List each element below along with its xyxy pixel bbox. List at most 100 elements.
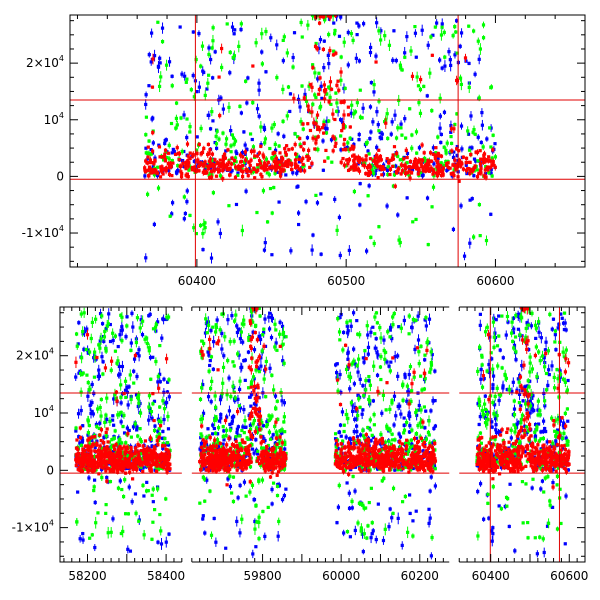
data-point — [157, 143, 161, 147]
data-point — [206, 113, 210, 118]
data-point — [179, 170, 183, 174]
data-point — [415, 75, 419, 79]
data-point — [241, 340, 245, 344]
data-point — [222, 354, 226, 358]
data-point — [270, 253, 274, 257]
data-point — [280, 497, 285, 502]
data-point — [449, 130, 453, 134]
data-point — [151, 500, 155, 504]
data-point — [448, 166, 452, 170]
data-point — [402, 157, 406, 161]
data-point — [489, 159, 493, 163]
data-point — [153, 159, 157, 163]
data-point — [355, 101, 359, 105]
data-point — [249, 149, 254, 154]
data-point — [243, 143, 247, 147]
data-point — [369, 439, 373, 443]
data-point — [136, 404, 140, 409]
data-point — [319, 84, 323, 88]
data-point — [219, 162, 224, 166]
data-point — [324, 88, 328, 92]
data-point — [481, 145, 485, 149]
data-point — [217, 137, 221, 141]
data-point — [377, 159, 381, 163]
data-point — [324, 148, 328, 153]
data-point — [379, 137, 384, 141]
data-point — [156, 165, 160, 169]
data-point — [230, 419, 235, 423]
data-point — [361, 408, 365, 412]
data-point — [306, 122, 310, 126]
data-point — [296, 97, 301, 101]
data-point — [413, 347, 417, 352]
data-point — [130, 500, 134, 504]
data-point — [314, 193, 318, 197]
data-point — [423, 426, 427, 430]
data-point — [453, 158, 457, 162]
data-point — [196, 160, 200, 164]
data-point — [352, 142, 356, 147]
data-point — [457, 158, 462, 163]
data-point — [280, 324, 285, 328]
data-point — [268, 186, 273, 191]
data-point — [412, 162, 416, 167]
data-point — [275, 43, 279, 47]
data-point — [211, 119, 215, 123]
data-point — [372, 241, 376, 246]
data-point — [452, 168, 456, 172]
data-point — [475, 168, 479, 172]
data-point — [319, 192, 323, 196]
data-point — [170, 158, 174, 163]
top-plot-area — [70, 15, 585, 267]
data-point — [440, 168, 445, 172]
data-point — [185, 200, 189, 204]
data-point — [362, 22, 366, 26]
data-point — [251, 145, 256, 149]
data-point — [235, 151, 239, 156]
data-point — [201, 383, 205, 387]
data-point — [464, 59, 468, 63]
data-point — [486, 159, 490, 163]
data-point — [352, 159, 356, 163]
data-point — [438, 96, 442, 101]
data-point — [397, 325, 401, 329]
data-point — [147, 53, 151, 57]
data-point — [160, 39, 165, 44]
data-point — [263, 438, 267, 443]
bottom-series-blue — [74, 307, 571, 560]
data-point — [286, 164, 290, 169]
data-point — [307, 108, 311, 112]
data-point — [394, 414, 398, 418]
data-point — [188, 156, 192, 160]
data-point — [164, 166, 168, 171]
data-point — [353, 528, 357, 533]
data-point — [465, 168, 469, 172]
data-point — [242, 130, 246, 134]
data-point — [200, 44, 205, 48]
data-point — [229, 162, 234, 166]
data-point — [220, 65, 224, 70]
data-point — [308, 83, 312, 87]
data-point — [188, 151, 192, 155]
data-point — [206, 166, 211, 171]
data-point — [420, 28, 424, 32]
data-point — [147, 84, 151, 88]
data-point — [346, 350, 350, 354]
data-point — [377, 129, 381, 133]
data-point — [297, 160, 302, 164]
data-point — [385, 204, 389, 208]
data-point — [246, 350, 251, 354]
data-point — [127, 428, 131, 433]
data-point — [494, 318, 498, 322]
data-point — [211, 432, 215, 436]
data-point — [206, 81, 210, 85]
data-point — [145, 480, 149, 484]
data-point — [108, 339, 113, 344]
data-point — [339, 148, 343, 152]
data-point — [408, 493, 412, 497]
data-point — [563, 321, 567, 325]
data-point — [262, 168, 267, 172]
data-point — [315, 201, 320, 205]
data-point — [339, 390, 343, 395]
data-point — [413, 25, 417, 29]
